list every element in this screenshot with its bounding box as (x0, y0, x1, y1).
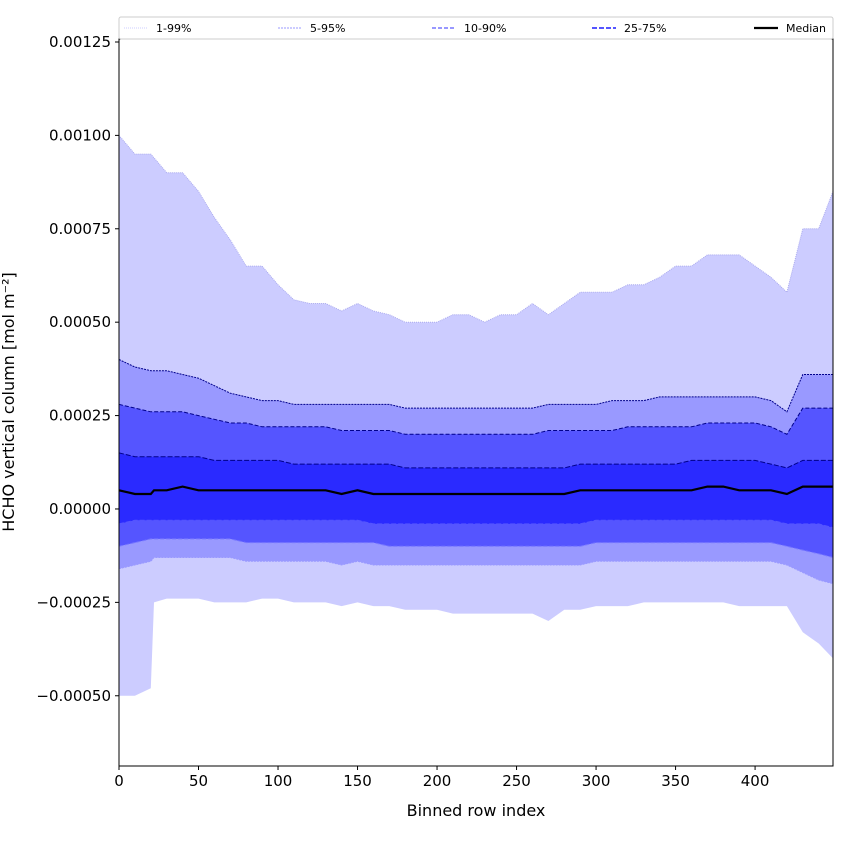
median-line (118, 485, 833, 496)
band-lower-line-10-90% (118, 538, 834, 558)
band-upper-line-25-75% (118, 452, 833, 469)
x-tick-label: 50 (189, 772, 208, 790)
band-lower-line-25-75% (118, 519, 834, 529)
y-tick-label: 0.00025 (49, 407, 111, 425)
band-upper-line-1-99% (118, 135, 834, 323)
x-tick-label: 350 (661, 772, 690, 790)
legend-label: 25-75% (624, 22, 666, 35)
x-axis: 0 50 100 150 200 250 300 350 400 (114, 766, 769, 790)
x-tick-label: 250 (502, 772, 531, 790)
band-lower-line-5-95% (118, 557, 834, 585)
legend-label: 5-95% (310, 22, 345, 35)
x-tick-label: 100 (264, 772, 293, 790)
legend: 1-99% 5-95% 10-90% 25-75% Median (118, 16, 834, 40)
y-tick-label: 0.00125 (49, 33, 111, 51)
y-tick-label: 0.00100 (49, 126, 111, 144)
x-tick-label: 0 (114, 772, 124, 790)
x-tick-label: 200 (423, 772, 452, 790)
y-tick-label: −0.00025 (36, 593, 111, 611)
legend-label: Median (786, 22, 826, 35)
legend-label: 1-99% (156, 22, 191, 35)
plot-area (118, 135, 834, 696)
band-upper-line-5-95% (118, 359, 833, 413)
y-axis-label: HCHO vertical column [mol m⁻²] (0, 272, 18, 531)
x-axis-label: Binned row index (407, 801, 546, 820)
y-tick-label: −0.00050 (36, 687, 111, 705)
x-tick-label: 150 (343, 772, 372, 790)
y-tick-label: 0.00000 (49, 500, 111, 518)
y-axis: 0.00125 0.00100 0.00075 0.00050 0.00025 0.000… (36, 33, 119, 705)
y-tick-label: 0.00075 (49, 220, 111, 238)
legend-box (118, 16, 834, 40)
x-tick-label: 300 (582, 772, 611, 790)
band-25-75% (119, 452, 833, 528)
x-tick-label: 400 (741, 772, 770, 790)
band-upper-line-10-90% (118, 403, 833, 435)
legend-label: 10-90% (464, 22, 506, 35)
y-tick-label: 0.00050 (49, 313, 111, 331)
